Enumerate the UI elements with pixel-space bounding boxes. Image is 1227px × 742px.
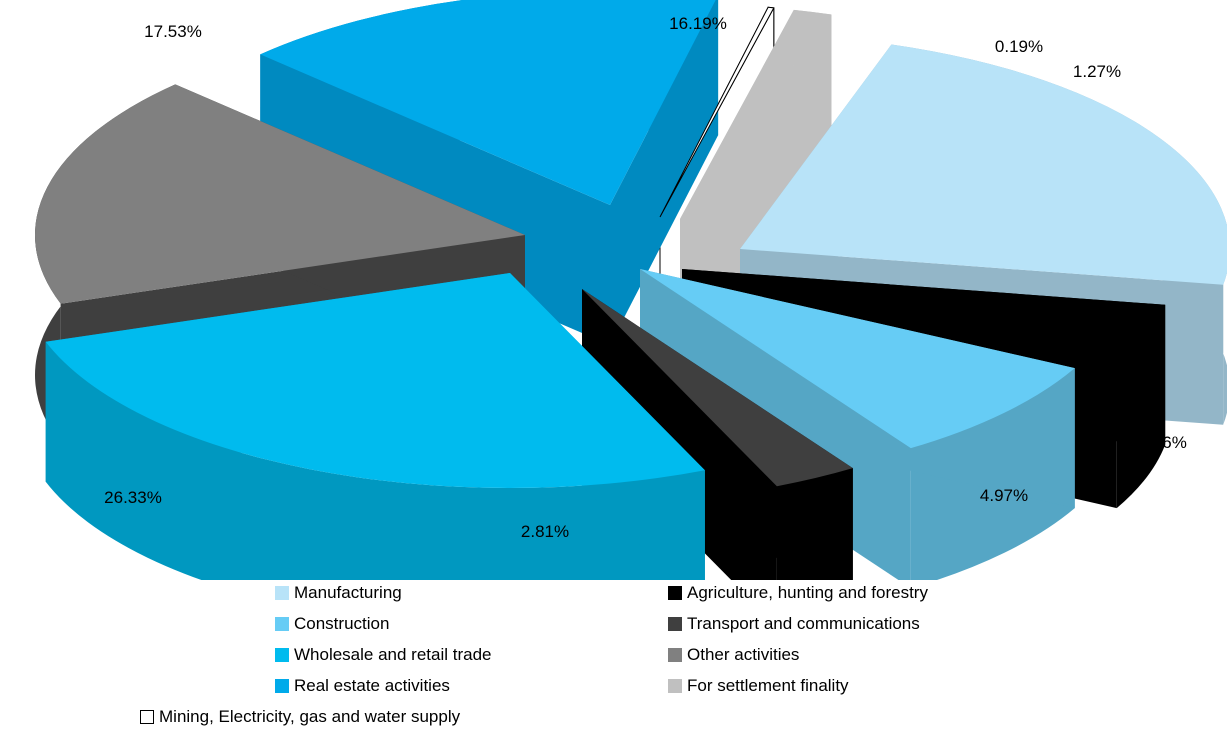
legend-label: Real estate activities <box>294 676 450 695</box>
legend-item: Real estate activities <box>275 676 450 696</box>
legend-item: For settlement finality <box>668 676 849 696</box>
legend-item: Agriculture, hunting and forestry <box>668 583 928 603</box>
slice-top-0 <box>740 44 1227 285</box>
legend-item: Wholesale and retail trade <box>275 645 492 665</box>
legend-swatch <box>668 648 682 662</box>
slice-value-label: 2.81% <box>521 522 569 541</box>
legend-label: Transport and communications <box>687 614 920 633</box>
legend-item: Other activities <box>668 645 799 665</box>
slice-value-label: 1.27% <box>1073 62 1121 81</box>
legend-swatch <box>140 710 154 724</box>
legend-swatch <box>275 617 289 631</box>
legend-swatch <box>275 586 289 600</box>
slice-value-label: 16.19% <box>669 14 727 33</box>
slice-top-4 <box>45 273 705 488</box>
slice-top-3 <box>582 289 853 487</box>
slice-top-6 <box>260 0 716 205</box>
slice-radial-wall-3-1 <box>582 289 777 580</box>
slice-value-label: 0.19% <box>995 37 1043 56</box>
slice-value-label: 4.97% <box>980 486 1028 505</box>
slice-top-2 <box>640 269 1075 449</box>
legend-item: Construction <box>275 614 389 634</box>
slice-top-1 <box>682 269 1166 369</box>
slice-value-label: 8.05% <box>745 500 793 519</box>
slice-radial-wall-6-1 <box>610 0 719 345</box>
legend-swatch <box>275 648 289 662</box>
legend-swatch <box>668 617 682 631</box>
legend-swatch <box>275 679 289 693</box>
legend-label: Mining, Electricity, gas and water suppl… <box>159 707 461 726</box>
legend-label: Construction <box>294 614 390 633</box>
slice-value-label: 26.33% <box>104 488 162 507</box>
legend-swatch <box>668 679 682 693</box>
legend-swatch <box>668 586 682 600</box>
slice-value-label: 22.66% <box>1129 433 1187 452</box>
legend-item: Transport and communications <box>668 614 920 634</box>
slice-value-label: 17.53% <box>144 22 202 41</box>
slice-tops <box>34 0 1227 488</box>
slice-side-4 <box>45 341 705 580</box>
legend-item: Mining, Electricity, gas and water suppl… <box>140 707 460 727</box>
legend-label: Agriculture, hunting and forestry <box>687 583 928 602</box>
legend-item: Manufacturing <box>275 583 402 603</box>
slice-top-5 <box>34 84 526 304</box>
legend-label: Wholesale and retail trade <box>294 645 492 664</box>
slice-value-labels: 22.66% 4.97% 8.05% 2.81% 26.33% 17.53% 16.19% 0… <box>104 14 1187 541</box>
slice-top-8 <box>680 9 832 219</box>
legend-label: For settlement finality <box>687 676 849 695</box>
legend-label: Other activities <box>687 645 800 664</box>
slice-top-7 <box>659 6 775 218</box>
pie-chart: 22.66% 4.97% 8.05% 2.81% 26.33% 17.53% 16.19% 0… <box>34 0 1227 580</box>
legend-label: Manufacturing <box>294 583 402 602</box>
